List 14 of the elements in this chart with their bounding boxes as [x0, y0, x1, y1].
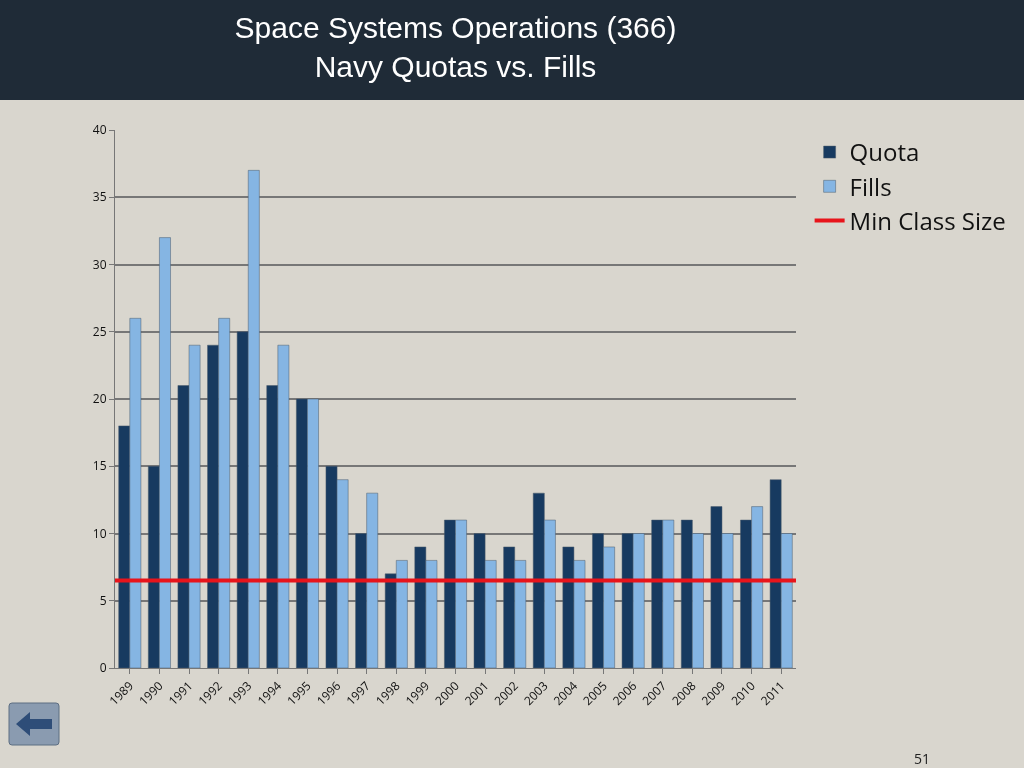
text: 51: [914, 749, 931, 768]
y-tick-label: 15: [92, 457, 107, 475]
legend-label: Fills: [849, 169, 892, 203]
y-tick-label: 20: [92, 390, 107, 408]
y-tick-label: 35: [92, 188, 107, 206]
legend-label: Min Class Size: [849, 203, 1006, 237]
y-tick-label: 40: [92, 121, 107, 139]
y-tick-label: 25: [92, 322, 107, 340]
y-tick-label: 10: [92, 524, 107, 542]
legend-label: Quota: [849, 135, 920, 169]
y-tick-label: 30: [92, 255, 107, 273]
y-tick-label: 5: [99, 591, 107, 609]
chart-title: Space Systems Operations (366) Navy Quotas vs. Fills: [234, 11, 677, 84]
y-tick-label: 0: [99, 659, 107, 677]
